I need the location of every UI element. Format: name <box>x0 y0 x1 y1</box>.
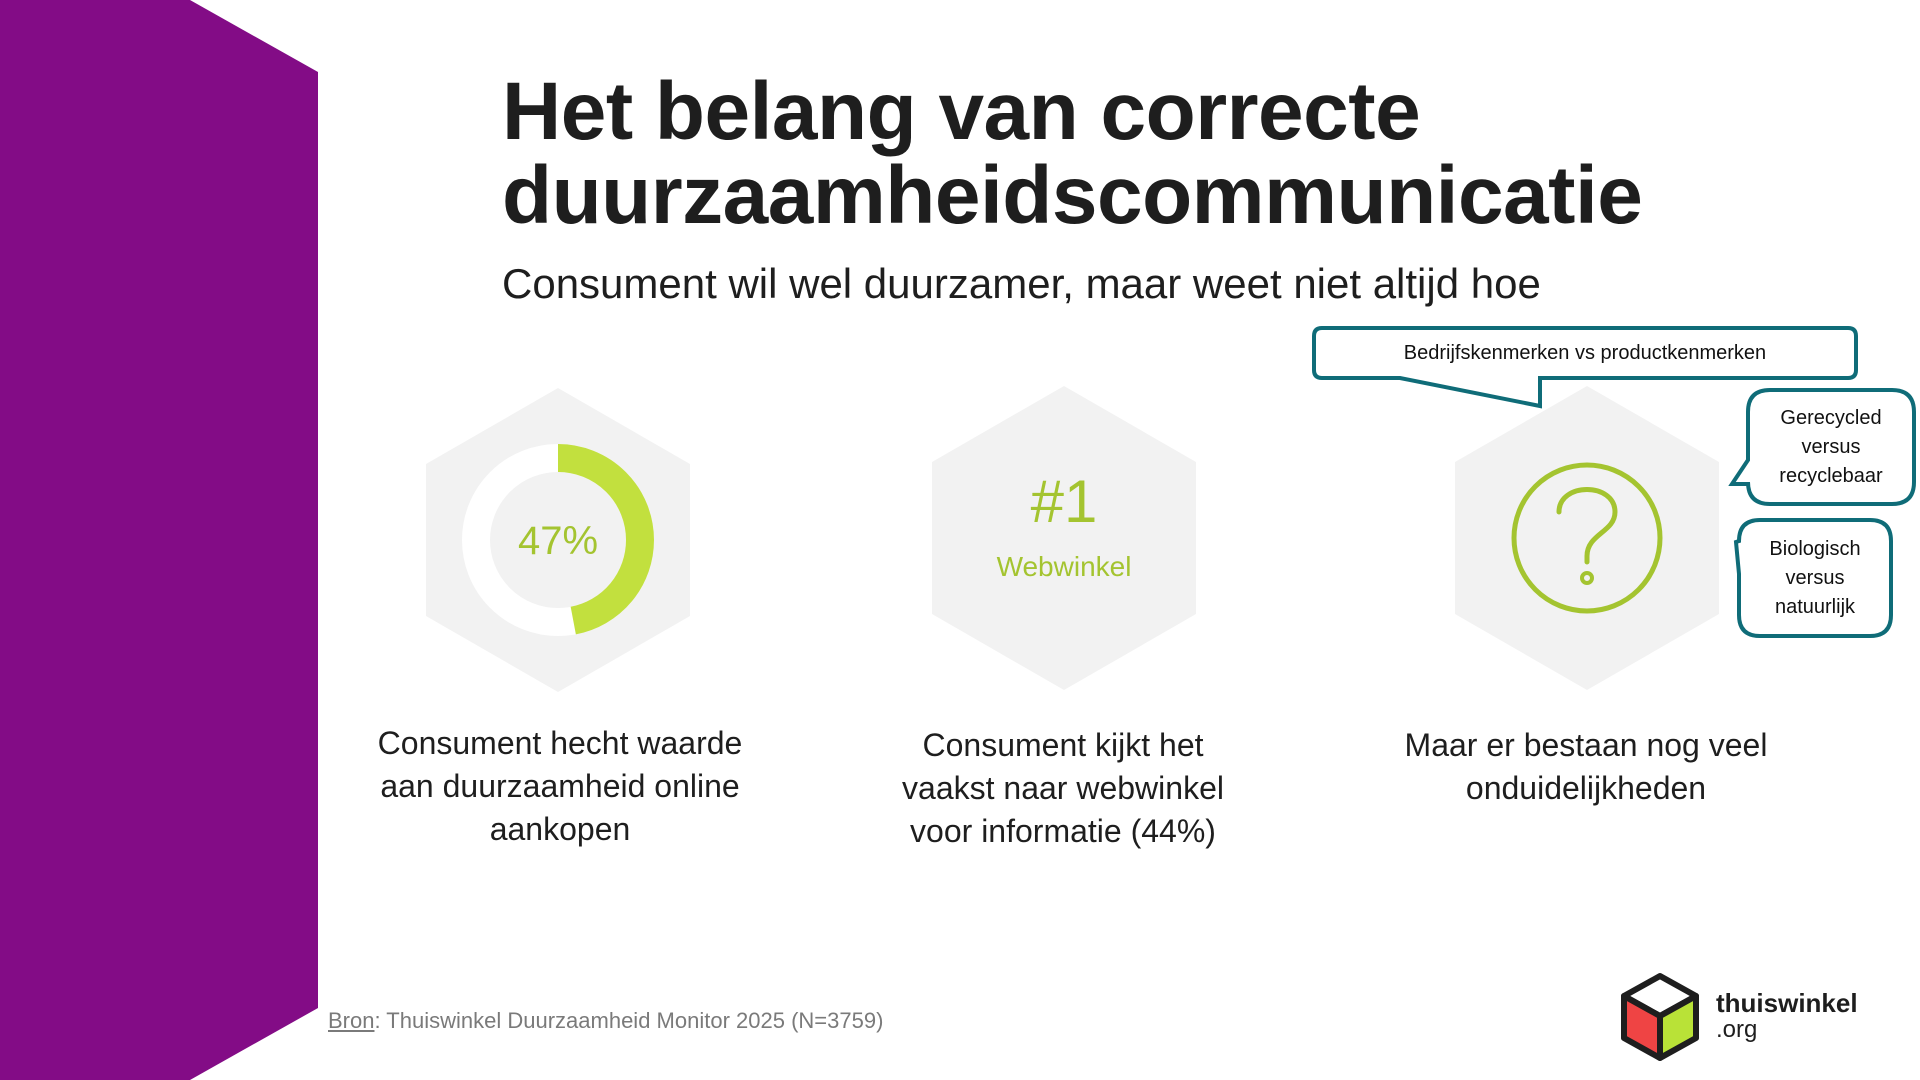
stat-2-line: Consument kijkt het <box>922 727 1204 763</box>
page-subtitle: Consument wil wel duurzamer, maar weet n… <box>502 260 1541 307</box>
source-note: Bron: Thuiswinkel Duurzaamheid Monitor 2… <box>328 1008 883 1034</box>
thuiswinkel-cube-logo-icon <box>1621 973 1699 1061</box>
stat-2-line: voor informatie (44%) <box>910 813 1216 849</box>
stat-3-line: Maar er bestaan nog veel <box>1404 727 1768 763</box>
stat-hexagon-question <box>1455 386 1719 690</box>
logo-suffix: .org <box>1716 1016 1758 1043</box>
stat-1-line: Consument hecht waarde <box>377 725 743 761</box>
stat-1-line: aankopen <box>489 811 631 847</box>
stat-2-description: Consument kijkt het vaakst naar webwinke… <box>843 724 1283 853</box>
title-line-2: duurzaamheidscommunicatie <box>502 150 1643 241</box>
stat-hexagon-rank: #1 Webwinkel <box>932 386 1196 690</box>
donut-percentage-label: 47% <box>518 519 598 563</box>
bubble-1-line: versus <box>1801 436 1861 458</box>
bubble-2-line: versus <box>1785 567 1845 589</box>
stat-1-line: aan duurzaamheid online <box>380 768 740 804</box>
source-label: Bron <box>328 1008 375 1033</box>
bubble-2-line: natuurlijk <box>1774 596 1856 618</box>
page-title: Het belang van correcte duurzaamheidscom… <box>502 70 1802 238</box>
callout-bubble-2-shape <box>1733 518 1893 638</box>
callout-bubble-1-text: Gerecycled versus recyclebaar <box>1752 404 1910 491</box>
bubble-1-line: recyclebaar <box>1779 465 1883 487</box>
stat-1-description: Consument hecht waarde aan duurzaamheid … <box>340 722 780 851</box>
rank-label: Webwinkel <box>997 551 1132 582</box>
question-circle-icon <box>1511 462 1663 614</box>
callout-bubble-1-shape <box>1728 388 1916 506</box>
callout-bubble-2-text: Biologisch versus natuurlijk <box>1743 535 1887 622</box>
stat-3-description: Maar er bestaan nog veel onduidelijkhede… <box>1366 724 1806 810</box>
bubble-2-line: Biologisch <box>1769 538 1861 560</box>
source-text: : Thuiswinkel Duurzaamheid Monitor 2025 … <box>374 1008 884 1033</box>
stat-3-line: onduidelijkheden <box>1465 770 1707 806</box>
bubble-1-line: Gerecycled <box>1780 407 1882 429</box>
callout-top-shape <box>1312 326 1858 409</box>
stat-2-line: vaakst naar webwinkel <box>902 770 1224 806</box>
logo-wordmark: thuiswinkel <box>1716 988 1858 1018</box>
rank-value: #1 <box>1031 468 1098 535</box>
purple-side-band <box>0 0 318 1080</box>
callout-top-text: Bedrijfskenmerken vs productkenmerken <box>1403 342 1767 364</box>
title-line-1: Het belang van correcte <box>502 66 1421 157</box>
donut-value-arc <box>462 444 654 636</box>
stat-hexagon-percentage: 47% <box>426 388 690 692</box>
